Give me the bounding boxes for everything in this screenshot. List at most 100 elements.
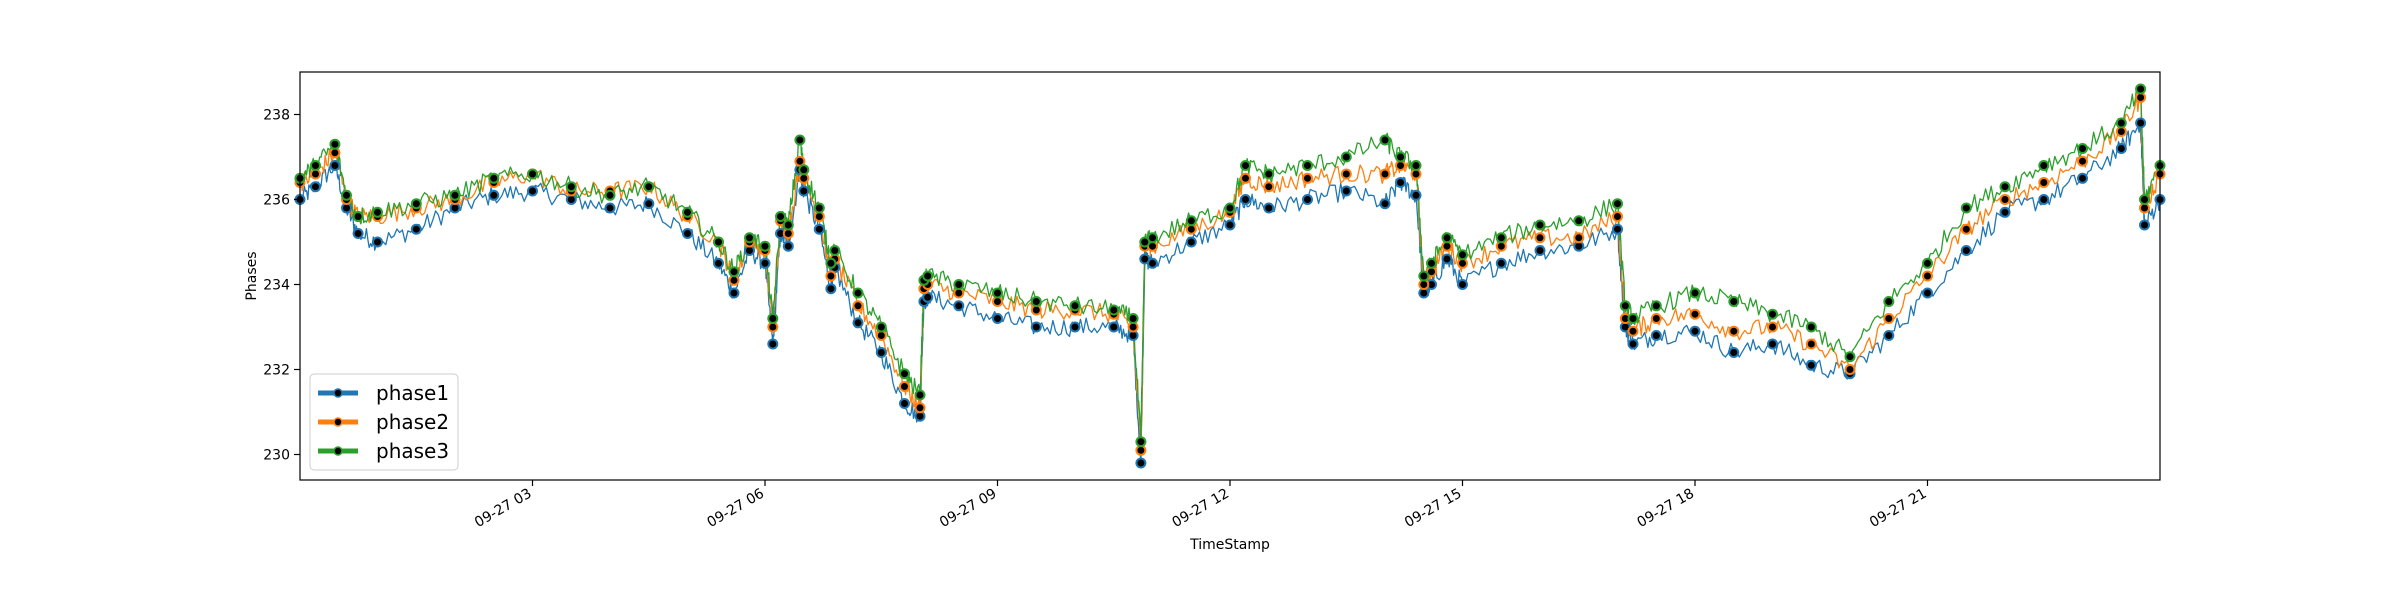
data-point-phase3	[1883, 296, 1895, 307]
data-point-phase3	[2038, 160, 2050, 171]
data-point-phase3	[992, 287, 1003, 299]
data-point-phase3	[1108, 304, 1120, 316]
data-point-phase1	[1650, 330, 1662, 341]
data-point-phase3	[728, 266, 740, 278]
data-point-phase3	[1263, 168, 1275, 180]
data-point-phase3	[1650, 300, 1662, 312]
data-point-phase1	[713, 257, 724, 269]
data-point-phase3	[1426, 257, 1437, 269]
marker-layer	[294, 83, 2166, 469]
y-tick-label: 236	[263, 193, 290, 209]
data-point-phase2	[2038, 177, 2050, 188]
data-point-phase3	[1302, 160, 1313, 171]
data-point-phase2	[1960, 223, 1972, 235]
data-point-phase3	[341, 189, 352, 201]
data-point-phase2	[794, 155, 806, 167]
data-point-phase3	[1069, 300, 1081, 312]
x-tick-label: 09-27 03	[472, 486, 535, 531]
data-point-phase1	[1302, 194, 1313, 205]
x-tick-label: 09-27 12	[1169, 486, 1232, 531]
data-point-phase1	[922, 291, 934, 303]
data-point-phase3	[1844, 351, 1856, 363]
data-point-phase1	[604, 202, 616, 214]
data-point-phase1	[1147, 257, 1158, 269]
data-point-phase1	[1999, 206, 2011, 218]
data-point-phase3	[1922, 257, 1933, 269]
data-point-phase3	[682, 206, 693, 218]
data-point-phase3	[1340, 151, 1352, 163]
data-point-phase3	[604, 189, 616, 201]
data-point-phase3	[565, 181, 577, 193]
data-point-phase3	[1418, 270, 1430, 282]
data-point-phase1	[682, 228, 693, 239]
data-point-phase3	[713, 236, 724, 248]
y-tick-label: 234	[263, 278, 290, 294]
data-point-phase3	[2115, 117, 2127, 129]
data-point-phase3	[922, 270, 934, 282]
data-point-phase3	[852, 287, 864, 299]
data-point-phase2	[1340, 168, 1352, 180]
legend-marker-phase2	[333, 417, 343, 427]
data-point-phase2	[1689, 308, 1701, 320]
data-point-phase1	[1030, 321, 1042, 333]
data-point-phase1	[1410, 189, 1422, 201]
data-point-phase3	[1573, 215, 1585, 227]
data-point-phase1	[1263, 202, 1275, 214]
data-point-phase3	[1805, 321, 1817, 333]
data-point-phase3	[1127, 313, 1139, 324]
data-point-phase3	[1612, 198, 1623, 210]
data-point-phase3	[2139, 194, 2150, 205]
data-point-phase2	[1263, 181, 1275, 193]
data-point-phase1	[1627, 338, 1639, 350]
x-tick-label: 09-27 21	[1867, 486, 1930, 531]
data-point-phase2	[1650, 313, 1662, 324]
series-line-phase2	[299, 95, 2161, 451]
data-point-phase1	[1340, 185, 1352, 197]
data-point-phase1	[527, 185, 538, 197]
data-point-phase1	[825, 283, 837, 295]
legend-entries: phase1 phase2 phase3	[318, 381, 449, 463]
data-point-phase3	[794, 134, 806, 146]
data-point-phase3	[825, 257, 837, 269]
data-point-phase3	[798, 164, 810, 176]
data-point-phase1	[1960, 245, 1972, 256]
data-point-phase3	[1030, 296, 1042, 307]
data-point-phase3	[1441, 232, 1453, 244]
legend-marker-phase3	[333, 446, 343, 456]
legend-box	[309, 373, 459, 471]
data-point-phase3	[1457, 249, 1468, 261]
data-point-phase1	[782, 240, 794, 252]
data-point-phase2	[1534, 232, 1546, 244]
data-point-phase2	[1999, 194, 2011, 205]
data-point-phase1	[1922, 287, 1933, 299]
data-point-phase3	[1767, 308, 1778, 320]
data-point-phase2	[1844, 364, 1856, 375]
data-point-phase1	[899, 398, 910, 409]
data-point-phase2	[1767, 321, 1778, 333]
data-point-phase3	[372, 206, 383, 218]
data-point-phase3	[953, 279, 965, 290]
data-point-phase1	[1689, 325, 1701, 337]
data-point-phase3	[1224, 202, 1236, 214]
data-point-phase1	[2038, 194, 2050, 205]
data-point-phase3	[1395, 151, 1406, 163]
data-point-phase1	[1135, 457, 1147, 469]
data-point-phase3	[813, 202, 825, 214]
data-point-phase3	[744, 232, 755, 244]
data-point-phase3	[488, 172, 500, 184]
data-point-phase2	[1379, 168, 1391, 180]
data-point-phase1	[728, 287, 740, 299]
data-point-phase1	[1728, 347, 1740, 358]
data-point-phase3	[759, 240, 771, 252]
data-point-phase3	[914, 389, 926, 401]
data-point-phase1	[2135, 117, 2147, 129]
data-point-phase3	[1240, 160, 1251, 171]
data-point-phase3	[643, 181, 655, 193]
data-point-phase1	[1767, 338, 1778, 350]
data-point-phase3	[1410, 160, 1422, 171]
data-point-phase1	[352, 228, 364, 239]
data-point-phase2	[1612, 211, 1623, 222]
data-point-phase3	[329, 138, 341, 150]
data-point-phase2	[1922, 270, 1933, 282]
data-point-phase2	[1627, 325, 1639, 337]
